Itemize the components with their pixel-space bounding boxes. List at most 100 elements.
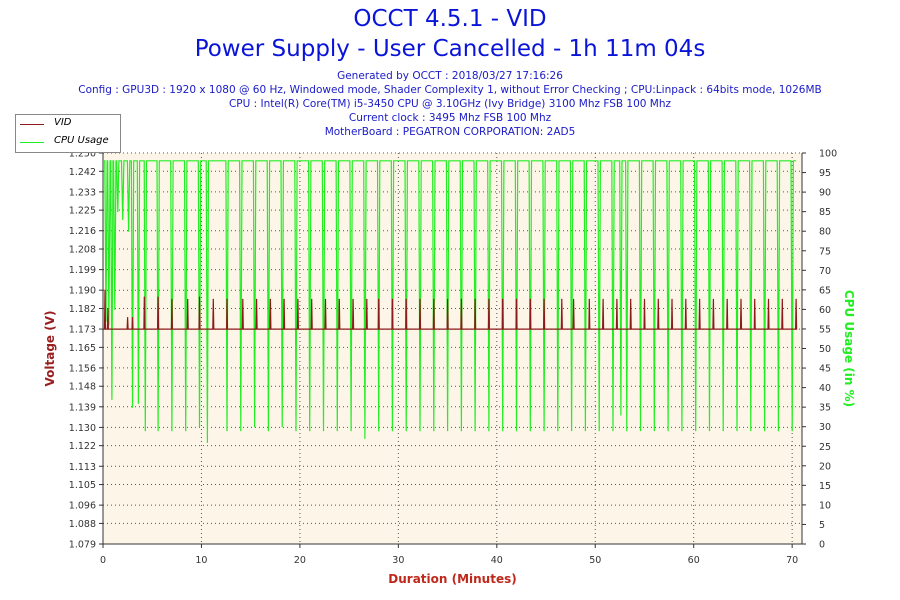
vid-spike-point-14 — [283, 298, 285, 300]
cpu-usage-dip-point-27 — [391, 430, 394, 432]
vid-spike-point-32 — [529, 298, 531, 300]
x-axis-title: Duration (Minutes) — [388, 572, 516, 586]
cpu-usage-dip-point-19 — [281, 426, 283, 428]
cpu-usage-dip-point-4 — [117, 211, 119, 213]
vid-spike-point-27 — [460, 298, 462, 300]
y-left-tick-label-8: 1.182 — [69, 304, 96, 315]
cpu-usage-dip-point-30 — [433, 430, 435, 432]
y-right-tick-label-13: 65 — [819, 285, 831, 296]
cpu-usage-dip-point-48 — [667, 430, 669, 432]
y-right-tick-label-18: 90 — [819, 188, 831, 199]
y-left-tick-label-6: 1.199 — [69, 265, 96, 276]
x-tick-label-3: 30 — [392, 555, 404, 566]
vid-spike-point-3 — [131, 317, 134, 319]
chart-title: OCCT 4.5.1 - VID — [353, 6, 547, 32]
legend-swatch-vid — [20, 124, 44, 125]
vid-spike-point-25 — [433, 298, 435, 300]
legend-item-cpu-usage: CPU Usage — [16, 135, 120, 149]
cpu-usage-dip-point-29 — [419, 430, 421, 432]
vid-spike-point-26 — [446, 298, 449, 300]
cpu-usage-dip-point-6 — [127, 230, 130, 232]
cpu-usage-dip-point-16 — [240, 430, 242, 432]
series-cpu-usage — [103, 160, 797, 443]
cpu-usage-dip-point-31 — [446, 430, 449, 432]
cpu-usage-dip-point-35 — [502, 430, 504, 432]
x-tick-label-6: 60 — [688, 555, 700, 566]
vid-spike-point-22 — [391, 298, 394, 300]
vid-spike-point-16 — [311, 298, 313, 300]
y-right-tick-label-20: 100 — [819, 149, 837, 160]
vid-spike-point-1 — [107, 307, 109, 310]
vid-spike-point-21 — [378, 298, 380, 300]
y-right-tick-label-16: 80 — [819, 227, 831, 238]
cpu-usage-dip-point-23 — [336, 430, 338, 432]
cpu-usage-dip-point-42 — [598, 430, 600, 432]
y-right-tick-label-2: 10 — [819, 500, 831, 511]
cpu-usage-dip-point-52 — [722, 430, 724, 432]
y-right-tick-label-10: 50 — [819, 344, 831, 355]
vid-spike-point-31 — [515, 298, 518, 300]
vid-spike-point-5 — [157, 296, 159, 298]
vid-spike-point-50 — [781, 298, 783, 300]
y-right-tick-label-11: 55 — [819, 324, 831, 335]
y-left-tick-label-15: 1.122 — [69, 441, 96, 452]
cpu-usage-dip-point-5 — [122, 218, 124, 221]
vid-spike-point-44 — [699, 298, 701, 300]
y-right-tick-label-9: 45 — [819, 364, 831, 375]
cpu-usage-dip-point-55 — [763, 430, 766, 432]
vid-spike-point-29 — [488, 298, 490, 300]
cpu-usage-dip-point-13 — [198, 426, 201, 428]
vid-spike-point-28 — [474, 298, 476, 300]
cpu-usage-dip-point-12 — [185, 430, 187, 432]
cpu-usage-dip-point-9 — [144, 430, 146, 432]
info-line-motherboard: MotherBoard : PEGATRON CORPORATION: 2AD5 — [324, 126, 576, 138]
vid-spike-point-42 — [671, 298, 673, 300]
vid-spike-point-11 — [242, 298, 244, 300]
cpu-usage-dip-point-56 — [777, 430, 779, 432]
vid-spike-point-33 — [543, 298, 545, 300]
y-right-tick-label-7: 35 — [819, 403, 831, 414]
cpu-usage-dip-point-39 — [557, 430, 559, 432]
cpu-usage-dip-point-8 — [137, 402, 140, 404]
cpu-usage-dip-point-18 — [267, 430, 269, 432]
y-right-tick-label-4: 20 — [819, 461, 831, 472]
y-left-tick-label-18: 1.096 — [69, 501, 96, 512]
series-vid — [103, 290, 798, 330]
vid-spike-point-12 — [255, 298, 258, 300]
cpu-usage-dip-point-53 — [736, 430, 738, 432]
x-tick-label-0: 0 — [100, 555, 106, 566]
cpu-usage-dip-point-22 — [322, 430, 325, 432]
info-line-cpu: CPU : Intel(R) Core(TM) i5-3450 CPU @ 3.… — [228, 98, 672, 110]
cpu-usage-dip-point-3 — [114, 308, 116, 310]
vid-spike-point-9 — [212, 298, 214, 300]
y-left-tick-label-9: 1.173 — [69, 325, 96, 336]
cpu-usage-dip-point-44 — [620, 414, 622, 416]
info-line-clock: Current clock : 3495 Mhz FSB 100 Mhz — [348, 112, 552, 124]
y-left-tick-label-10: 1.165 — [69, 343, 96, 354]
legend-swatch-cpu-usage — [20, 142, 44, 143]
vid-spike-point-17 — [324, 298, 327, 300]
cpu-usage-dip-point-17 — [254, 426, 256, 428]
vid-spike-point-6 — [171, 298, 173, 300]
y-left-tick-label-5: 1.208 — [69, 245, 96, 256]
y-right-tick-label-19: 95 — [819, 168, 831, 179]
y-left-tick-label-17: 1.105 — [69, 480, 96, 491]
cpu-usage-dip-point-50 — [695, 430, 697, 432]
y-axis-title-right: CPU Usage (in %) — [842, 290, 856, 407]
cpu-usage-dip-point-51 — [708, 430, 711, 432]
y-left-tick-label-3: 1.225 — [69, 206, 96, 217]
legend-label-vid: VID — [54, 117, 72, 128]
cpu-usage-dip-point-46 — [639, 430, 642, 432]
y-right-tick-label-0: 0 — [819, 540, 825, 551]
cpu-usage-dip-point-54 — [750, 430, 752, 432]
cpu-usage-dip-point-10 — [157, 430, 159, 432]
vid-spike-point-49 — [767, 298, 770, 300]
vid-spike-point-13 — [269, 298, 271, 300]
cpu-usage-dip-point-24 — [350, 430, 352, 432]
cpu-usage-dip-point-41 — [584, 430, 587, 432]
cpu-usage-dip-point-43 — [612, 430, 614, 432]
cpu-usage-dip-point-14 — [206, 441, 208, 443]
x-tick-label-4: 40 — [491, 555, 503, 566]
y-axis-title-left: Voltage (V) — [43, 311, 57, 387]
